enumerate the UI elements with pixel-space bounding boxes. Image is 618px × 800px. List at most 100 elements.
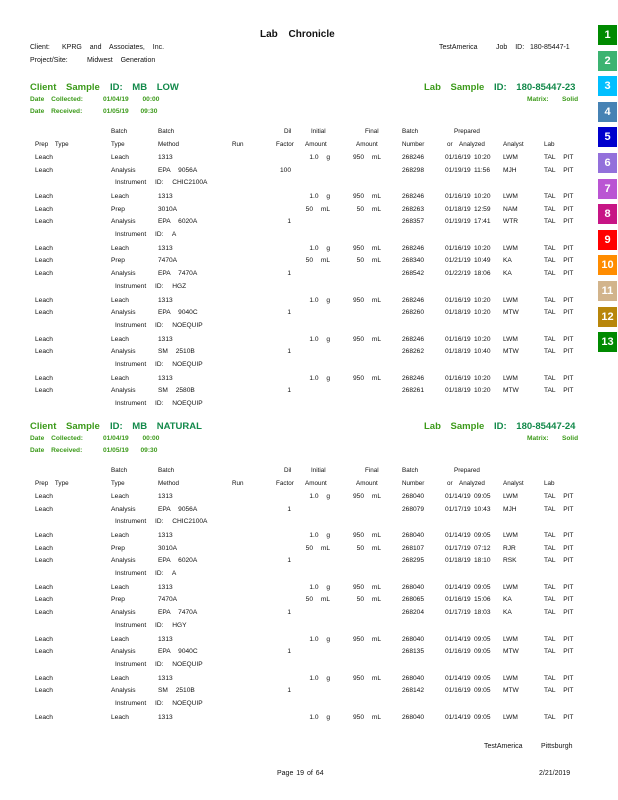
lab: TAL PIT xyxy=(544,557,574,565)
batch-method: 1313 xyxy=(158,154,173,161)
prepared-date: 01/17/19 xyxy=(445,544,471,552)
dil-factor: 1 xyxy=(287,648,291,656)
batch-type: Analysis xyxy=(111,687,136,695)
initial-amount: 1.0 g xyxy=(309,493,330,500)
dil-factor: 1 xyxy=(287,687,291,695)
batch-method: 7470A xyxy=(158,257,178,265)
side-tab-11[interactable]: 11 xyxy=(598,281,617,301)
initial-amount: 1.0 g xyxy=(309,532,330,540)
prep-type: Leach xyxy=(35,596,53,604)
sample-section: Client Sample ID: MB NATURAL Lab Sample ID:… xyxy=(0,419,598,749)
side-tab-9[interactable]: 9 xyxy=(598,229,617,250)
lab: TAL PIT xyxy=(544,609,574,616)
date-collected: 01/04/19 00:00 xyxy=(103,96,160,103)
side-tab-7[interactable]: 7 xyxy=(598,178,617,199)
side-tab-13[interactable]: 13 xyxy=(598,332,617,353)
batch-number: 268246 xyxy=(402,244,425,252)
batch-method: EPA 7470A xyxy=(158,270,198,277)
final-amount: 950 mL xyxy=(353,335,381,343)
prep-type: Leach xyxy=(35,674,53,682)
batch-type: Analysis xyxy=(111,309,136,317)
prepared-date: 01/21/19 xyxy=(445,257,471,265)
page-title: Lab Chronicle xyxy=(260,29,335,40)
date-collected-label: Date Collected: xyxy=(30,435,83,442)
prepared-date: 01/16/19 xyxy=(445,648,471,656)
client-name: KPRG and Associates, Inc. xyxy=(62,44,165,51)
prepared-date: 01/16/19 xyxy=(445,244,471,252)
instrument-id: Instrument ID: A xyxy=(115,230,177,238)
batch-number: 268542 xyxy=(402,270,425,277)
analyst: MTW xyxy=(503,687,519,695)
dil-factor: 100 xyxy=(279,166,291,174)
batch-type: Leach xyxy=(111,674,129,682)
batch-number: 268340 xyxy=(402,257,425,265)
final-amount: 950 mL xyxy=(353,635,381,643)
batch-type: Analysis xyxy=(111,218,136,226)
lab: TAL PIT xyxy=(544,505,574,513)
final-amount: 50 mL xyxy=(356,544,381,552)
matrix-value: Solid xyxy=(562,96,579,103)
batch-method: EPA 9056A xyxy=(158,505,198,513)
side-tab-6[interactable]: 6 xyxy=(598,153,617,173)
prep-type: Leach xyxy=(35,648,53,656)
column-header-initial-top: Initial xyxy=(311,128,326,135)
prep-type: Leach xyxy=(35,244,53,252)
column-header-lab: Lab xyxy=(544,480,555,487)
prepared-date: 01/14/19 xyxy=(445,532,471,540)
batch-method: 1313 xyxy=(158,335,173,343)
batch-method: EPA 6020A xyxy=(158,218,198,226)
lab: TAL PIT xyxy=(544,544,574,552)
side-tab-3[interactable]: 3 xyxy=(598,76,617,97)
prep-type: Leach xyxy=(35,348,53,356)
prepared-time: 09:05 xyxy=(474,648,491,656)
dil-factor: 1 xyxy=(287,218,291,226)
column-header-lab: Lab xyxy=(544,141,555,148)
prep-type: Leach xyxy=(35,154,53,161)
column-header-analyst: Analyst xyxy=(503,480,524,487)
batch-method: 1313 xyxy=(158,374,173,382)
initial-amount: 1.0 g xyxy=(309,583,330,591)
prepared-time: 09:05 xyxy=(474,674,491,682)
batch-type: Analysis xyxy=(111,557,136,565)
side-tab-5[interactable]: 5 xyxy=(598,127,617,148)
date-received-label: Date Received: xyxy=(30,108,83,115)
batch-type: Analysis xyxy=(111,387,136,395)
initial-amount: 50 mL xyxy=(305,205,330,213)
side-tab-4[interactable]: 4 xyxy=(598,101,617,122)
side-tab-8[interactable]: 8 xyxy=(598,204,617,225)
matrix-label: Matrix: xyxy=(527,96,549,103)
column-header-amount: Amount xyxy=(305,480,327,487)
batch-type: Leach xyxy=(111,635,129,643)
batch-type: Leach xyxy=(111,154,129,161)
prepared-date: 01/18/19 xyxy=(445,387,471,395)
side-tab-10[interactable]: 10 xyxy=(598,255,617,276)
prepared-time: 10:49 xyxy=(474,257,491,265)
analyst: KA xyxy=(503,596,512,604)
side-tab-12[interactable]: 12 xyxy=(598,306,617,327)
client-sample-label: Client Sample xyxy=(30,421,100,432)
date-collected-label: Date Collected: xyxy=(30,96,83,103)
analyst: RSK xyxy=(503,557,517,565)
side-tab-1[interactable]: 1 xyxy=(598,25,617,45)
side-tab-2[interactable]: 2 xyxy=(598,50,617,71)
prepared-time: 17:41 xyxy=(474,218,491,226)
batch-type: Leach xyxy=(111,296,129,304)
prep-type: Leach xyxy=(35,374,53,382)
prepared-date: 01/18/19 xyxy=(445,348,471,356)
batch-type: Analysis xyxy=(111,609,136,616)
column-header-number: Number xyxy=(402,480,425,487)
batch-type: Leach xyxy=(111,193,129,201)
batch-type: Prep xyxy=(111,257,125,265)
instrument-id: Instrument ID: NOEQUIP xyxy=(115,321,203,329)
final-amount: 950 mL xyxy=(353,296,381,304)
column-header-prepared-top: Prepared xyxy=(454,128,480,135)
lab-sample-id: ID: 180-85447-24 xyxy=(494,421,576,432)
initial-amount: 1.0 g xyxy=(309,244,330,252)
batch-number: 268246 xyxy=(402,154,425,161)
prep-type: Leach xyxy=(35,257,53,265)
batch-type: Leach xyxy=(111,493,129,500)
lab-name: TestAmerica xyxy=(439,44,478,51)
column-header-amount: Amount xyxy=(305,141,327,148)
analyst: LWM xyxy=(503,244,518,252)
date-received-label: Date Received: xyxy=(30,447,83,454)
